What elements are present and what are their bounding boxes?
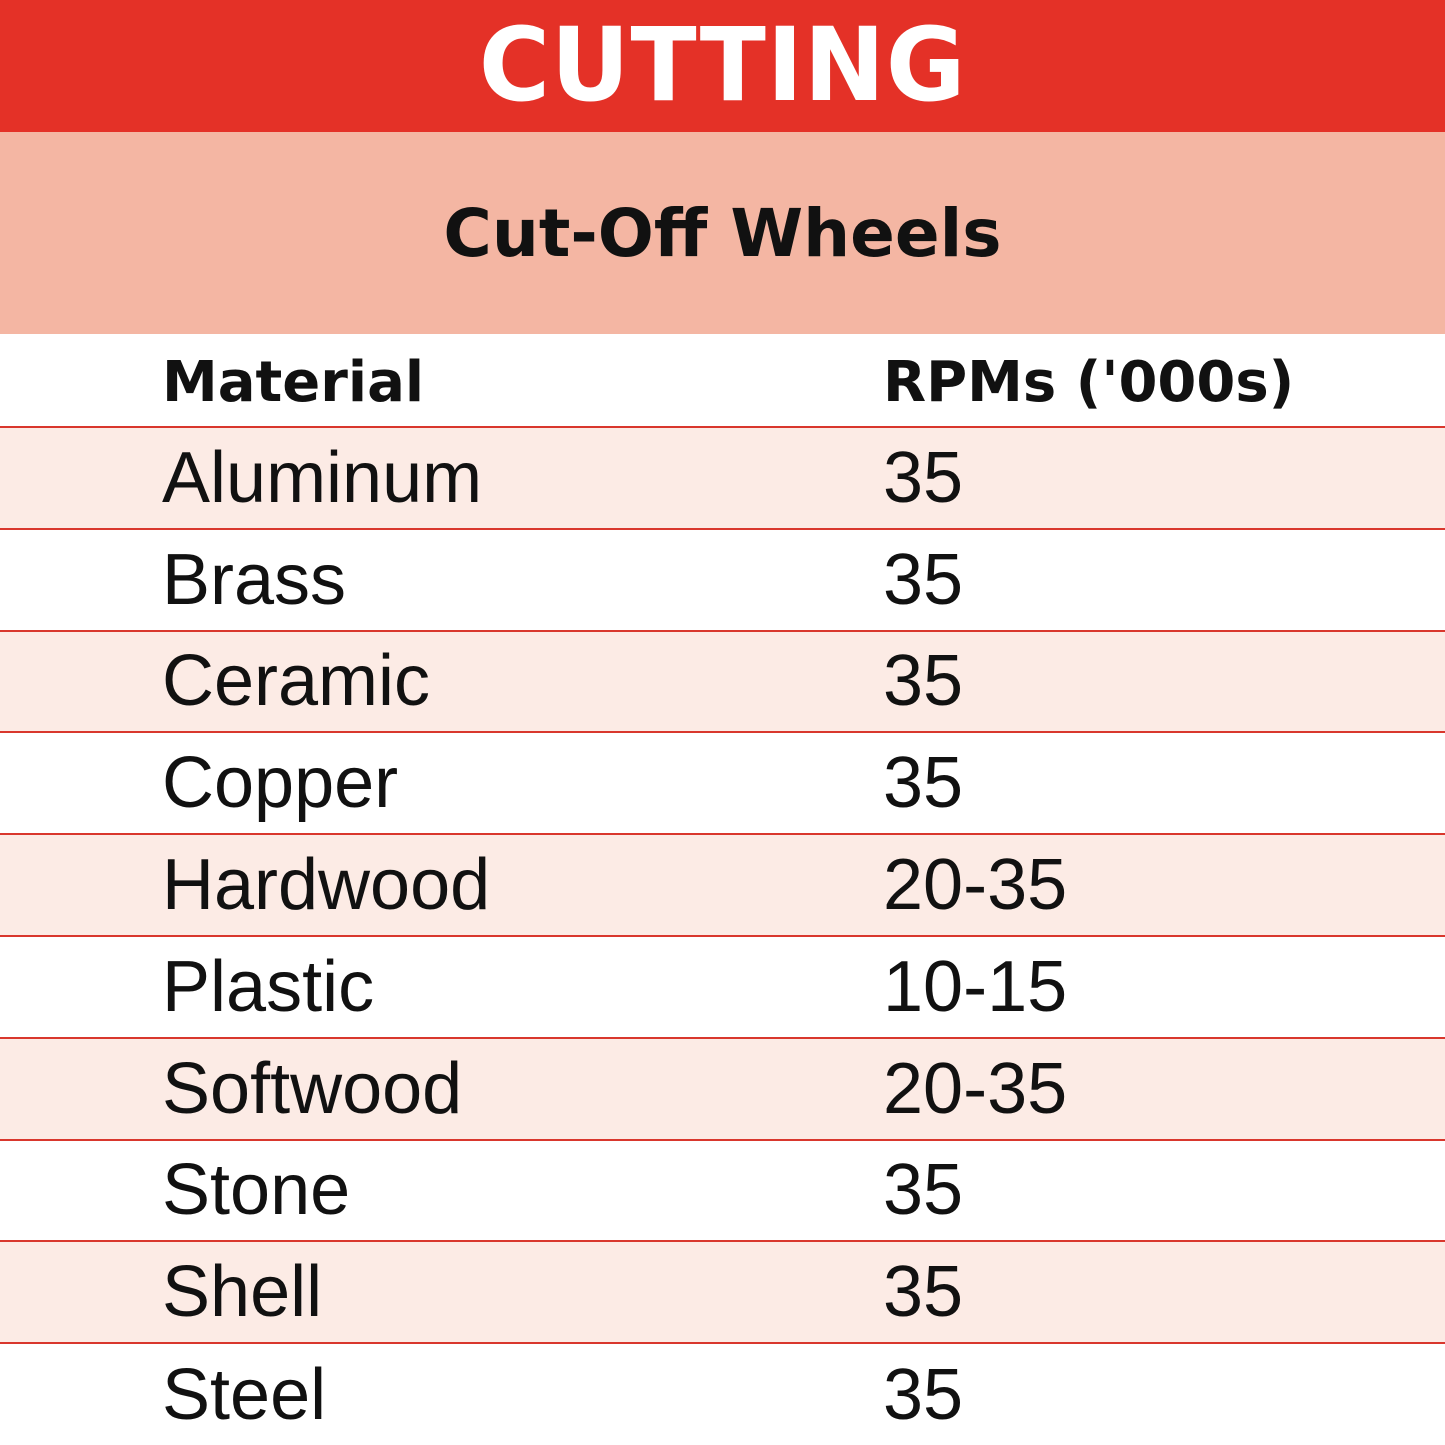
material-cell: Aluminum bbox=[162, 437, 483, 518]
rpm-cell: 20-35 bbox=[883, 845, 1068, 926]
material-cell: Shell bbox=[162, 1252, 323, 1333]
table-row: Softwood 20-35 bbox=[0, 1038, 1445, 1141]
rpm-cell: 35 bbox=[883, 743, 964, 824]
rpm-cell: 35 bbox=[883, 539, 964, 620]
banner: CUTTING bbox=[0, 0, 1445, 132]
section-title: Cut-Off Wheels bbox=[443, 195, 1002, 272]
rpm-cell: 35 bbox=[883, 1150, 964, 1231]
material-cell: Copper bbox=[162, 743, 399, 824]
table-row: Aluminum 35 bbox=[0, 428, 1445, 530]
table-row: Hardwood 20-35 bbox=[0, 835, 1445, 937]
material-cell: Softwood bbox=[162, 1048, 463, 1129]
table-row: Plastic 10-15 bbox=[0, 937, 1445, 1039]
table-row: Steel 35 bbox=[0, 1344, 1445, 1445]
material-cell: Plastic bbox=[162, 946, 375, 1027]
material-cell: Hardwood bbox=[162, 845, 491, 926]
rpm-cell: 35 bbox=[883, 1355, 964, 1436]
rpm-cell: 35 bbox=[883, 437, 964, 518]
column-header-rpm: RPMs ('000s) bbox=[883, 349, 1295, 415]
material-cell: Brass bbox=[162, 539, 347, 620]
column-header-material: Material bbox=[162, 349, 425, 415]
table-row: Ceramic 35 bbox=[0, 631, 1445, 734]
material-cell: Stone bbox=[162, 1150, 351, 1231]
table-row: Shell 35 bbox=[0, 1242, 1445, 1345]
subheader: Cut-Off Wheels bbox=[0, 132, 1445, 334]
rpm-table: Material RPMs ('000s) Aluminum 35 Brass … bbox=[0, 334, 1445, 1445]
material-cell: Steel bbox=[162, 1355, 327, 1436]
rpm-cell: 20-35 bbox=[883, 1048, 1068, 1129]
rpm-cell: 10-15 bbox=[883, 946, 1068, 1027]
table-row: Copper 35 bbox=[0, 733, 1445, 836]
table-header-row: Material RPMs ('000s) bbox=[0, 334, 1445, 428]
rpm-cell: 35 bbox=[883, 1252, 964, 1333]
table-row: Brass 35 bbox=[0, 530, 1445, 632]
rpm-cell: 35 bbox=[883, 641, 964, 722]
table-row: Stone 35 bbox=[0, 1141, 1445, 1243]
material-cell: Ceramic bbox=[162, 641, 431, 722]
banner-title: CUTTING bbox=[478, 6, 967, 125]
